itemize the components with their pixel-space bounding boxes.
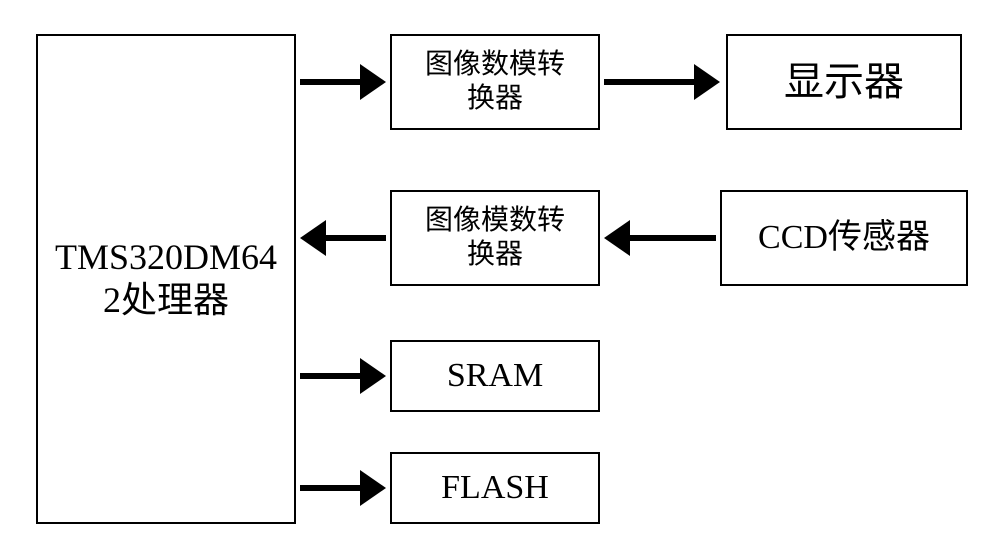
arrow-head-0 — [360, 64, 386, 100]
arrow-layer — [0, 0, 1000, 552]
arrow-head-4 — [360, 358, 386, 394]
arrow-head-2 — [300, 220, 326, 256]
arrow-head-1 — [694, 64, 720, 100]
arrow-head-3 — [604, 220, 630, 256]
arrow-head-5 — [360, 470, 386, 506]
